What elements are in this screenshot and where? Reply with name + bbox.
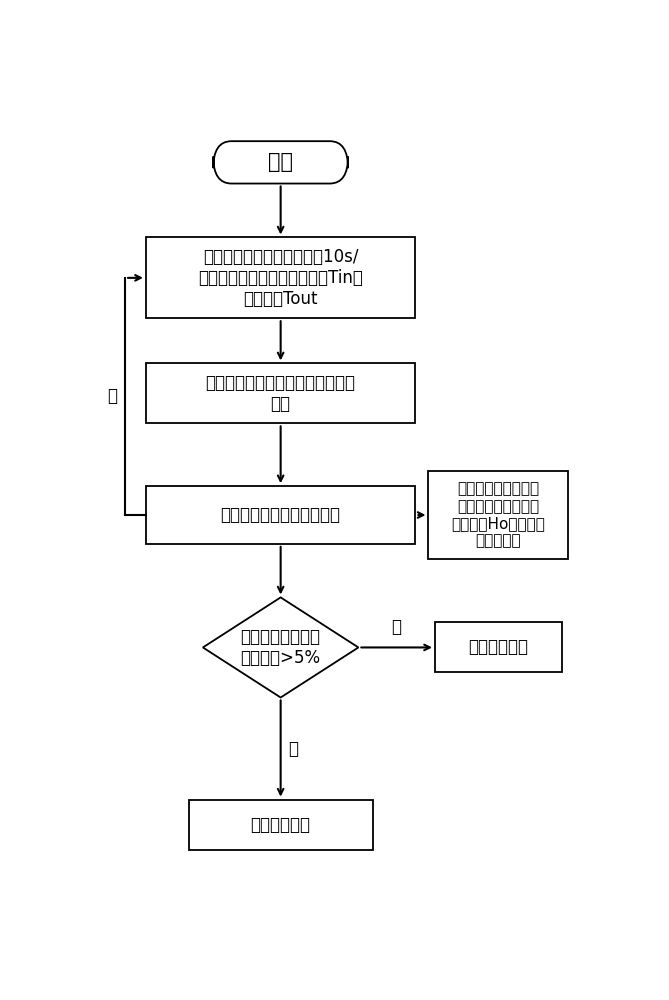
FancyBboxPatch shape: [213, 141, 348, 184]
FancyBboxPatch shape: [146, 486, 415, 544]
FancyBboxPatch shape: [146, 237, 415, 318]
FancyBboxPatch shape: [146, 363, 415, 423]
Text: 发出告警信号: 发出告警信号: [251, 816, 310, 834]
Text: 从阀冷系统采样，采样间隔10s/
次，采样数据包括：进水温度Tin；
出水温度Tout: 从阀冷系统采样，采样间隔10s/ 次，采样数据包括：进水温度Tin； 出水温度T…: [198, 248, 363, 308]
Text: 计算进水体积变化量和出水体积变
化量: 计算进水体积变化量和出水体积变 化量: [205, 374, 356, 413]
Text: 告警信号复归: 告警信号复归: [468, 638, 529, 656]
FancyBboxPatch shape: [428, 471, 569, 559]
Text: 开始: 开始: [268, 152, 293, 172]
Text: 是: 是: [288, 740, 298, 758]
Polygon shape: [203, 597, 359, 698]
Text: 计算高位水箱的液位变化量: 计算高位水箱的液位变化量: [221, 506, 341, 524]
FancyBboxPatch shape: [189, 800, 373, 850]
Text: 否: 否: [391, 618, 401, 636]
Text: 否: 否: [107, 387, 117, 405]
Text: 计算高位水箱的液
位变化量>5%: 计算高位水箱的液 位变化量>5%: [241, 628, 320, 667]
FancyBboxPatch shape: [435, 622, 562, 672]
Text: 计算高位水箱换算水
位，并采集高位水箱
实际水位Ho，以历史
曲线输出。: 计算高位水箱换算水 位，并采集高位水箱 实际水位Ho，以历史 曲线输出。: [452, 481, 545, 549]
